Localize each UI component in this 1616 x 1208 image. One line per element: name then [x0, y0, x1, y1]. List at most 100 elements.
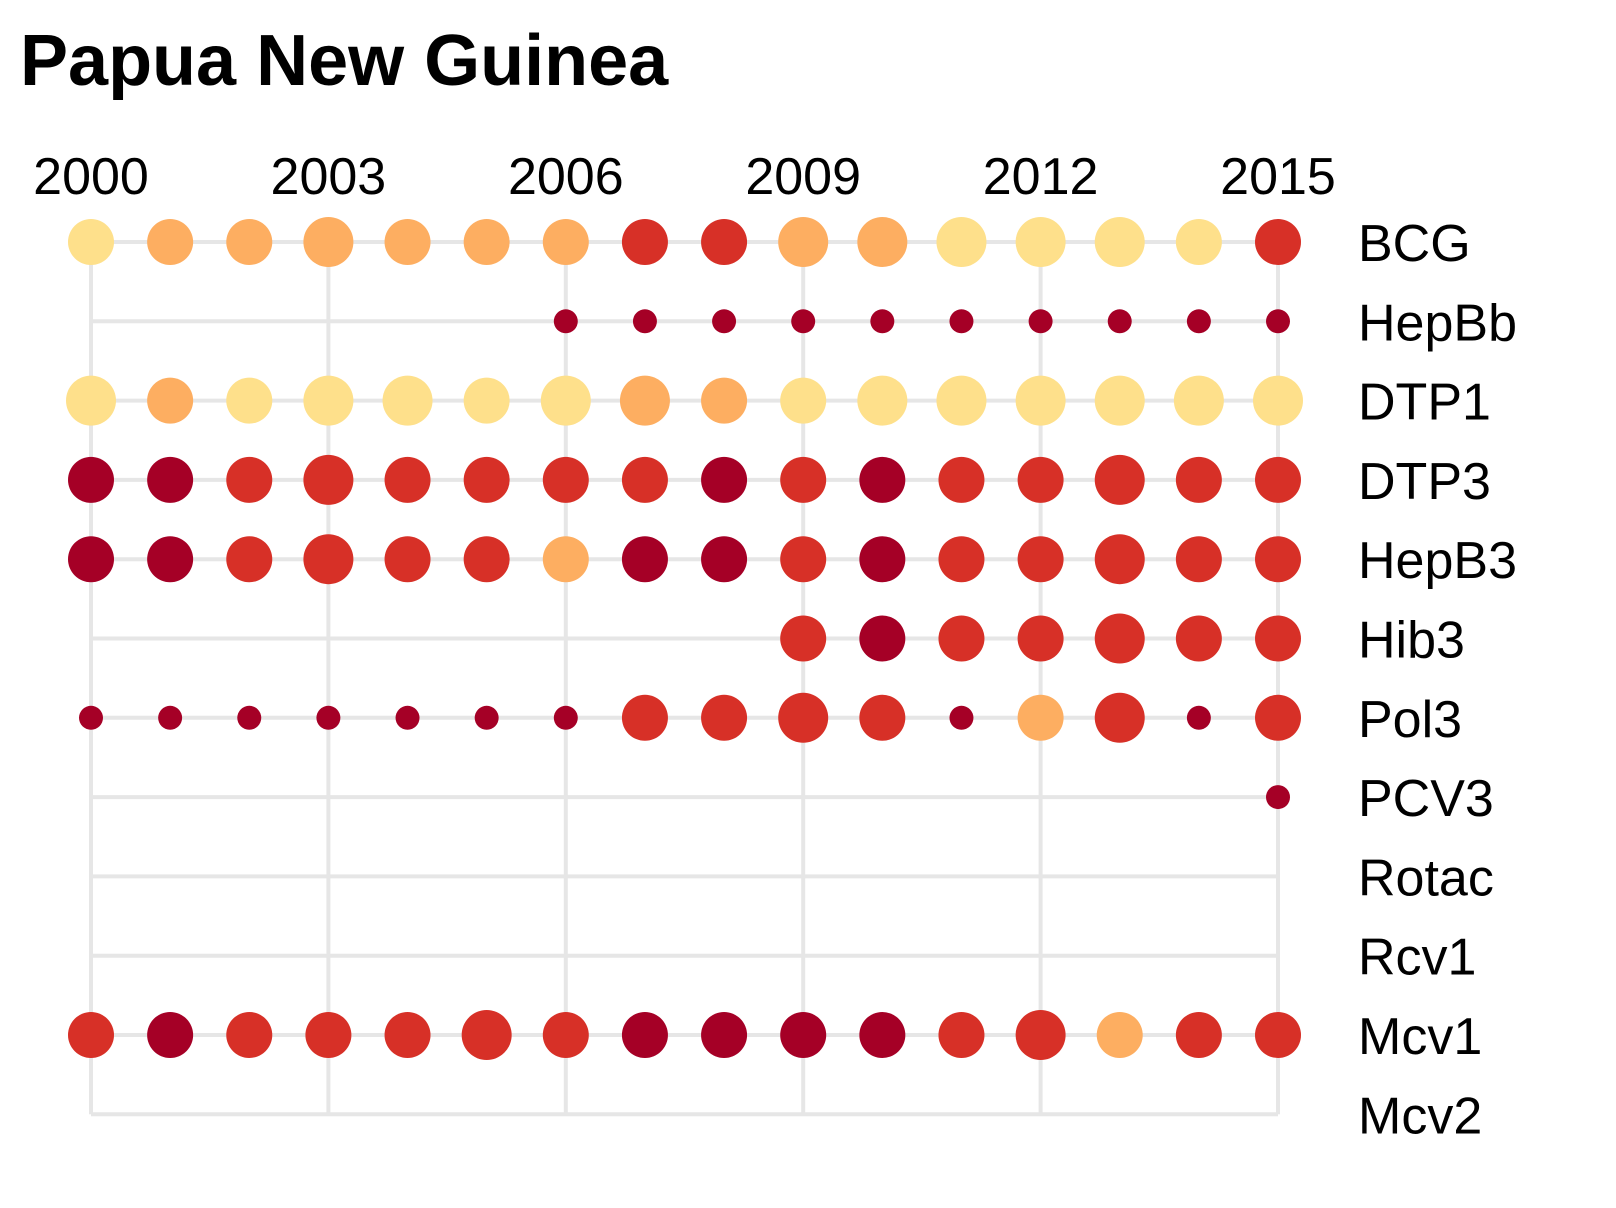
- data-point-dtp1-2011: [936, 375, 987, 426]
- data-point-pol3-2004: [395, 705, 420, 730]
- data-point-dtp1-2006: [540, 375, 591, 426]
- data-point-mcv1-2014: [1175, 1012, 1222, 1058]
- y-tick-label-pol3: Pol3: [1358, 691, 1462, 749]
- data-point-mcv1-2007: [621, 1012, 668, 1058]
- data-point-pcv3-2015: [1266, 785, 1290, 810]
- data-point-pol3-2015: [1255, 694, 1301, 741]
- data-point-bcg-2005: [463, 219, 510, 265]
- data-point-dtp1-2008: [701, 377, 748, 424]
- data-point-hepb3-2000: [68, 536, 114, 583]
- x-tick-label: 2006: [508, 148, 624, 206]
- data-point-mcv1-2003: [305, 1012, 352, 1058]
- data-point-pol3-2011: [949, 705, 974, 730]
- data-point-hepbb-2009: [791, 309, 816, 334]
- data-point-mcv1-2002: [226, 1012, 273, 1058]
- data-point-bcg-2006: [542, 219, 589, 265]
- data-point-hepb3-2001: [147, 536, 194, 583]
- data-point-hepbb-2007: [632, 309, 657, 334]
- data-point-dtp3-2008: [701, 456, 748, 503]
- data-point-hepb3-2008: [701, 536, 748, 583]
- data-point-hib3-2009: [780, 615, 827, 662]
- data-point-hepbb-2006: [553, 309, 578, 334]
- data-point-bcg-2007: [621, 219, 668, 265]
- data-point-dtp3-2001: [147, 456, 194, 503]
- y-tick-label-bcg: BCG: [1358, 215, 1471, 273]
- data-point-dtp1-2003: [303, 375, 354, 426]
- data-point-dtp3-2010: [859, 456, 906, 503]
- data-point-mcv1-2004: [384, 1012, 431, 1058]
- grid-lines: [89, 240, 1280, 1117]
- data-point-dtp1-2001: [147, 377, 194, 424]
- data-point-hib3-2010: [859, 615, 906, 662]
- data-point-bcg-2004: [384, 219, 431, 265]
- data-point-pol3-2006: [553, 705, 578, 730]
- data-point-bcg-2002: [226, 219, 273, 265]
- data-point-hepb3-2010: [859, 536, 906, 583]
- data-point-pol3-2010: [859, 694, 906, 741]
- data-point-hib3-2014: [1175, 615, 1222, 662]
- x-tick-label: 2012: [983, 148, 1099, 206]
- data-point-bcg-2012: [1015, 217, 1066, 267]
- data-point-hepb3-2003: [303, 534, 354, 585]
- data-point-bcg-2009: [778, 217, 829, 267]
- data-point-hepb3-2006: [542, 536, 589, 583]
- data-point-dtp1-2000: [66, 375, 116, 426]
- data-point-mcv1-2010: [859, 1012, 906, 1058]
- data-point-dtp1-2013: [1094, 375, 1145, 426]
- data-point-bcg-2001: [147, 219, 194, 265]
- y-tick-label-dtp3: DTP3: [1358, 453, 1491, 511]
- data-point-dtp3-2003: [303, 454, 354, 505]
- data-point-dtp1-2009: [780, 377, 827, 424]
- x-tick-label: 2003: [271, 148, 387, 206]
- data-point-dtp3-2000: [68, 456, 114, 503]
- data-point-hepb3-2014: [1175, 536, 1222, 583]
- data-point-pol3-2000: [79, 705, 103, 730]
- data-point-dtp3-2013: [1094, 454, 1145, 505]
- data-point-mcv1-2011: [938, 1012, 985, 1058]
- y-tick-label-rcv1: Rcv1: [1358, 929, 1476, 987]
- data-point-mcv1-2015: [1255, 1012, 1301, 1058]
- chart-title: Papua New Guinea: [20, 21, 669, 101]
- data-point-mcv1-2008: [701, 1012, 748, 1058]
- y-tick-label-rotac: Rotac: [1358, 849, 1494, 907]
- x-axis-tick-labels: 2000 2003 2006 2009 2012 2015: [33, 148, 1336, 206]
- data-point-dtp1-2005: [463, 377, 510, 424]
- data-point-hepbb-2010: [870, 309, 895, 334]
- data-point-hepb3-2009: [780, 536, 827, 583]
- data-point-dtp1-2012: [1015, 375, 1066, 426]
- data-point-mcv1-2001: [147, 1012, 194, 1058]
- data-point-dtp3-2009: [780, 456, 827, 503]
- y-tick-label-hepbb: HepBb: [1358, 294, 1517, 352]
- data-point-bcg-2000: [68, 219, 114, 265]
- data-point-dtp3-2006: [542, 456, 589, 503]
- data-point-hib3-2012: [1017, 615, 1064, 662]
- data-point-hepbb-2015: [1266, 309, 1290, 334]
- data-point-pol3-2009: [778, 692, 829, 743]
- y-tick-label-mcv2: Mcv2: [1358, 1087, 1482, 1145]
- y-tick-label-pcv3: PCV3: [1358, 770, 1494, 828]
- data-point-hepbb-2008: [712, 309, 737, 334]
- data-point-hepb3-2011: [938, 536, 985, 583]
- data-point-pol3-2001: [158, 705, 183, 730]
- data-point-pol3-2005: [474, 705, 499, 730]
- data-point-mcv1-2009: [780, 1012, 827, 1058]
- data-point-hepb3-2005: [463, 536, 510, 583]
- data-point-hepbb-2011: [949, 309, 974, 334]
- data-point-hepb3-2012: [1017, 536, 1064, 583]
- y-axis-tick-labels: BCG HepBb DTP1 DTP3 HepB3 Hib3 Pol3 PCV3 Rotac Rc…: [1358, 215, 1517, 1145]
- data-point-dtp3-2012: [1017, 456, 1064, 503]
- data-point-pol3-2014: [1186, 705, 1211, 730]
- x-tick-label: 2000: [33, 148, 149, 206]
- x-tick-label: 2009: [745, 148, 861, 206]
- data-point-hepb3-2007: [621, 536, 668, 583]
- data-point-bcg-2010: [857, 217, 908, 267]
- data-point-hib3-2011: [938, 615, 985, 662]
- data-point-dtp3-2004: [384, 456, 431, 503]
- data-point-mcv1-2005: [461, 1010, 512, 1060]
- data-point-pol3-2012: [1017, 694, 1064, 741]
- data-point-mcv1-2006: [542, 1012, 589, 1058]
- data-point-dtp1-2002: [226, 377, 273, 424]
- data-point-dtp3-2011: [938, 456, 985, 503]
- data-point-hepb3-2015: [1255, 536, 1301, 583]
